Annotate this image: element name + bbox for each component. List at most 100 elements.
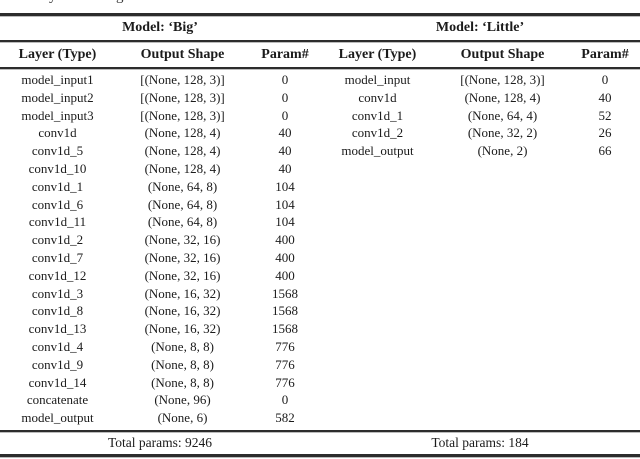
layer-name-cell: model_input <box>344 72 411 87</box>
layer-name-cell: model_output <box>341 143 414 159</box>
little-total-params: Total params: 184 <box>431 435 529 450</box>
column-header-output-shape: Output Shape <box>460 46 545 62</box>
layer-name-cell: conv1d_11 <box>28 214 87 230</box>
table-row: conv1d_1 (None, 64, 4) 52 <box>320 107 640 125</box>
layer-name-cell: conv1d_12 <box>28 267 87 283</box>
output-shape-cell: [(None, 128, 3)] <box>460 72 545 87</box>
param-count-cell: 104 <box>275 214 295 230</box>
output-shape-cell: (None, 2) <box>477 143 528 159</box>
output-shape-cell: (None, 8, 8) <box>151 356 214 372</box>
param-count-cell: 776 <box>275 374 295 390</box>
param-count-cell: 400 <box>275 232 295 248</box>
param-count-cell: 1568 <box>272 285 298 301</box>
big-model-table-body: model_input1 [(None, 128, 3)] 0 model_in… <box>0 71 320 430</box>
totals-row: Total params: 9246 Total params: 184 <box>0 432 640 454</box>
layer-name-cell: conv1d <box>38 125 77 141</box>
cut-off-caption-text: y g <box>0 0 640 8</box>
caption-descender-glyph: g <box>116 0 124 5</box>
column-header-row: Layer (Type) Output Shape Param# Layer (… <box>0 42 640 67</box>
little-header-group: Layer (Type) Output Shape Param# <box>320 42 640 67</box>
table-row: conv1d_4 (None, 8, 8) 776 <box>0 338 320 356</box>
rule-above-totals <box>0 430 640 432</box>
rule-under-column-headers <box>0 67 640 69</box>
param-count-cell: 40 <box>278 125 292 141</box>
table-row: conv1d_10 (None, 128, 4) 40 <box>0 160 320 178</box>
table-row: model_input3 [(None, 128, 3)] 0 <box>0 107 320 125</box>
table-row: model_input [(None, 128, 3)] 0 <box>320 71 640 89</box>
output-shape-cell: (None, 32, 16) <box>144 249 221 265</box>
model-little-title: Model: ‘Little’ <box>435 20 525 35</box>
param-count-cell: 40 <box>278 160 292 176</box>
output-shape-cell: [(None, 128, 3)] <box>140 72 225 87</box>
table-row: conv1d (None, 128, 4) 40 <box>320 89 640 107</box>
layer-name-cell: model_input1 <box>21 72 94 87</box>
param-count-cell: 40 <box>278 143 292 159</box>
table-row: conv1d_5 (None, 128, 4) 40 <box>0 142 320 160</box>
layer-name-cell: model_input2 <box>21 89 94 105</box>
table-row: conv1d_14 (None, 8, 8) 776 <box>0 374 320 392</box>
table-row: conv1d_1 (None, 64, 8) 104 <box>0 178 320 196</box>
output-shape-cell: (None, 96) <box>154 392 211 408</box>
layer-name-cell: conv1d_3 <box>31 285 84 301</box>
table-top-rule <box>0 13 640 16</box>
output-shape-cell: (None, 8, 8) <box>151 374 214 390</box>
layer-name-cell: conv1d_1 <box>31 178 84 194</box>
output-shape-cell: (None, 32, 16) <box>144 232 221 248</box>
output-shape-cell: (None, 16, 32) <box>144 321 221 337</box>
little-model-table-body: model_input [(None, 128, 3)] 0 conv1d (N… <box>320 71 640 430</box>
param-count-cell: 104 <box>275 196 295 212</box>
table-row: model_input1 [(None, 128, 3)] 0 <box>0 71 320 89</box>
table-row: conv1d_8 (None, 16, 32) 1568 <box>0 302 320 320</box>
layer-name-cell: model_output <box>21 410 94 426</box>
table-row: conv1d_6 (None, 64, 8) 104 <box>0 196 320 214</box>
model-title-row: Model: ‘Big’ Model: ‘Little’ <box>0 16 640 40</box>
column-header-output-shape: Output Shape <box>140 46 225 62</box>
output-shape-cell: [(None, 128, 3)] <box>140 89 225 105</box>
layer-name-cell: conv1d <box>358 89 397 105</box>
param-count-cell: 582 <box>275 410 295 426</box>
table-body-area: model_input1 [(None, 128, 3)] 0 model_in… <box>0 71 640 430</box>
layer-name-cell: conv1d_2 <box>351 125 404 141</box>
param-count-cell: 1568 <box>272 321 298 337</box>
table-row: conv1d_2 (None, 32, 2) 26 <box>320 124 640 142</box>
caption-descender-glyph: y <box>49 0 57 5</box>
table-row: conv1d_13 (None, 16, 32) 1568 <box>0 320 320 338</box>
table-row: conv1d_9 (None, 8, 8) 776 <box>0 356 320 374</box>
output-shape-cell: [(None, 128, 3)] <box>140 107 225 123</box>
column-header-param-count: Param# <box>581 46 629 62</box>
output-shape-cell: (None, 16, 32) <box>144 303 221 319</box>
param-count-cell: 1568 <box>272 303 298 319</box>
output-shape-cell: (None, 32, 2) <box>467 125 538 141</box>
output-shape-cell: (None, 64, 8) <box>147 214 218 230</box>
table-row: conv1d (None, 128, 4) 40 <box>0 124 320 142</box>
output-shape-cell: (None, 128, 4) <box>464 89 541 105</box>
column-header-param-count: Param# <box>261 46 309 62</box>
param-count-cell: 0 <box>281 107 289 123</box>
param-count-cell: 52 <box>598 107 612 123</box>
param-count-cell: 66 <box>598 143 612 159</box>
table-row: conv1d_3 (None, 16, 32) 1568 <box>0 285 320 303</box>
layer-name-cell: conv1d_2 <box>31 232 84 248</box>
param-count-cell: 26 <box>598 125 612 141</box>
param-count-cell: 400 <box>275 267 295 283</box>
output-shape-cell: (None, 128, 4) <box>144 125 221 141</box>
output-shape-cell: (None, 64, 8) <box>147 196 218 212</box>
layer-name-cell: conv1d_13 <box>28 321 87 337</box>
param-count-cell: 0 <box>281 72 289 87</box>
output-shape-cell: (None, 16, 32) <box>144 285 221 301</box>
layer-name-cell: conv1d_9 <box>31 356 84 372</box>
model-big-title: Model: ‘Big’ <box>122 20 198 35</box>
table-bottom-rule <box>0 454 640 457</box>
output-shape-cell: (None, 64, 4) <box>467 107 538 123</box>
param-count-cell: 400 <box>275 249 295 265</box>
output-shape-cell: (None, 64, 8) <box>147 178 218 194</box>
big-total-params: Total params: 9246 <box>107 435 213 450</box>
layer-name-cell: conv1d_14 <box>28 374 87 390</box>
layer-name-cell: conv1d_8 <box>31 303 84 319</box>
layer-name-cell: conv1d_4 <box>31 338 84 354</box>
output-shape-cell: (None, 32, 16) <box>144 267 221 283</box>
column-header-layer-type: Layer (Type) <box>18 46 97 62</box>
table-row: concatenate (None, 96) 0 <box>0 391 320 409</box>
param-count-cell: 40 <box>598 89 612 105</box>
